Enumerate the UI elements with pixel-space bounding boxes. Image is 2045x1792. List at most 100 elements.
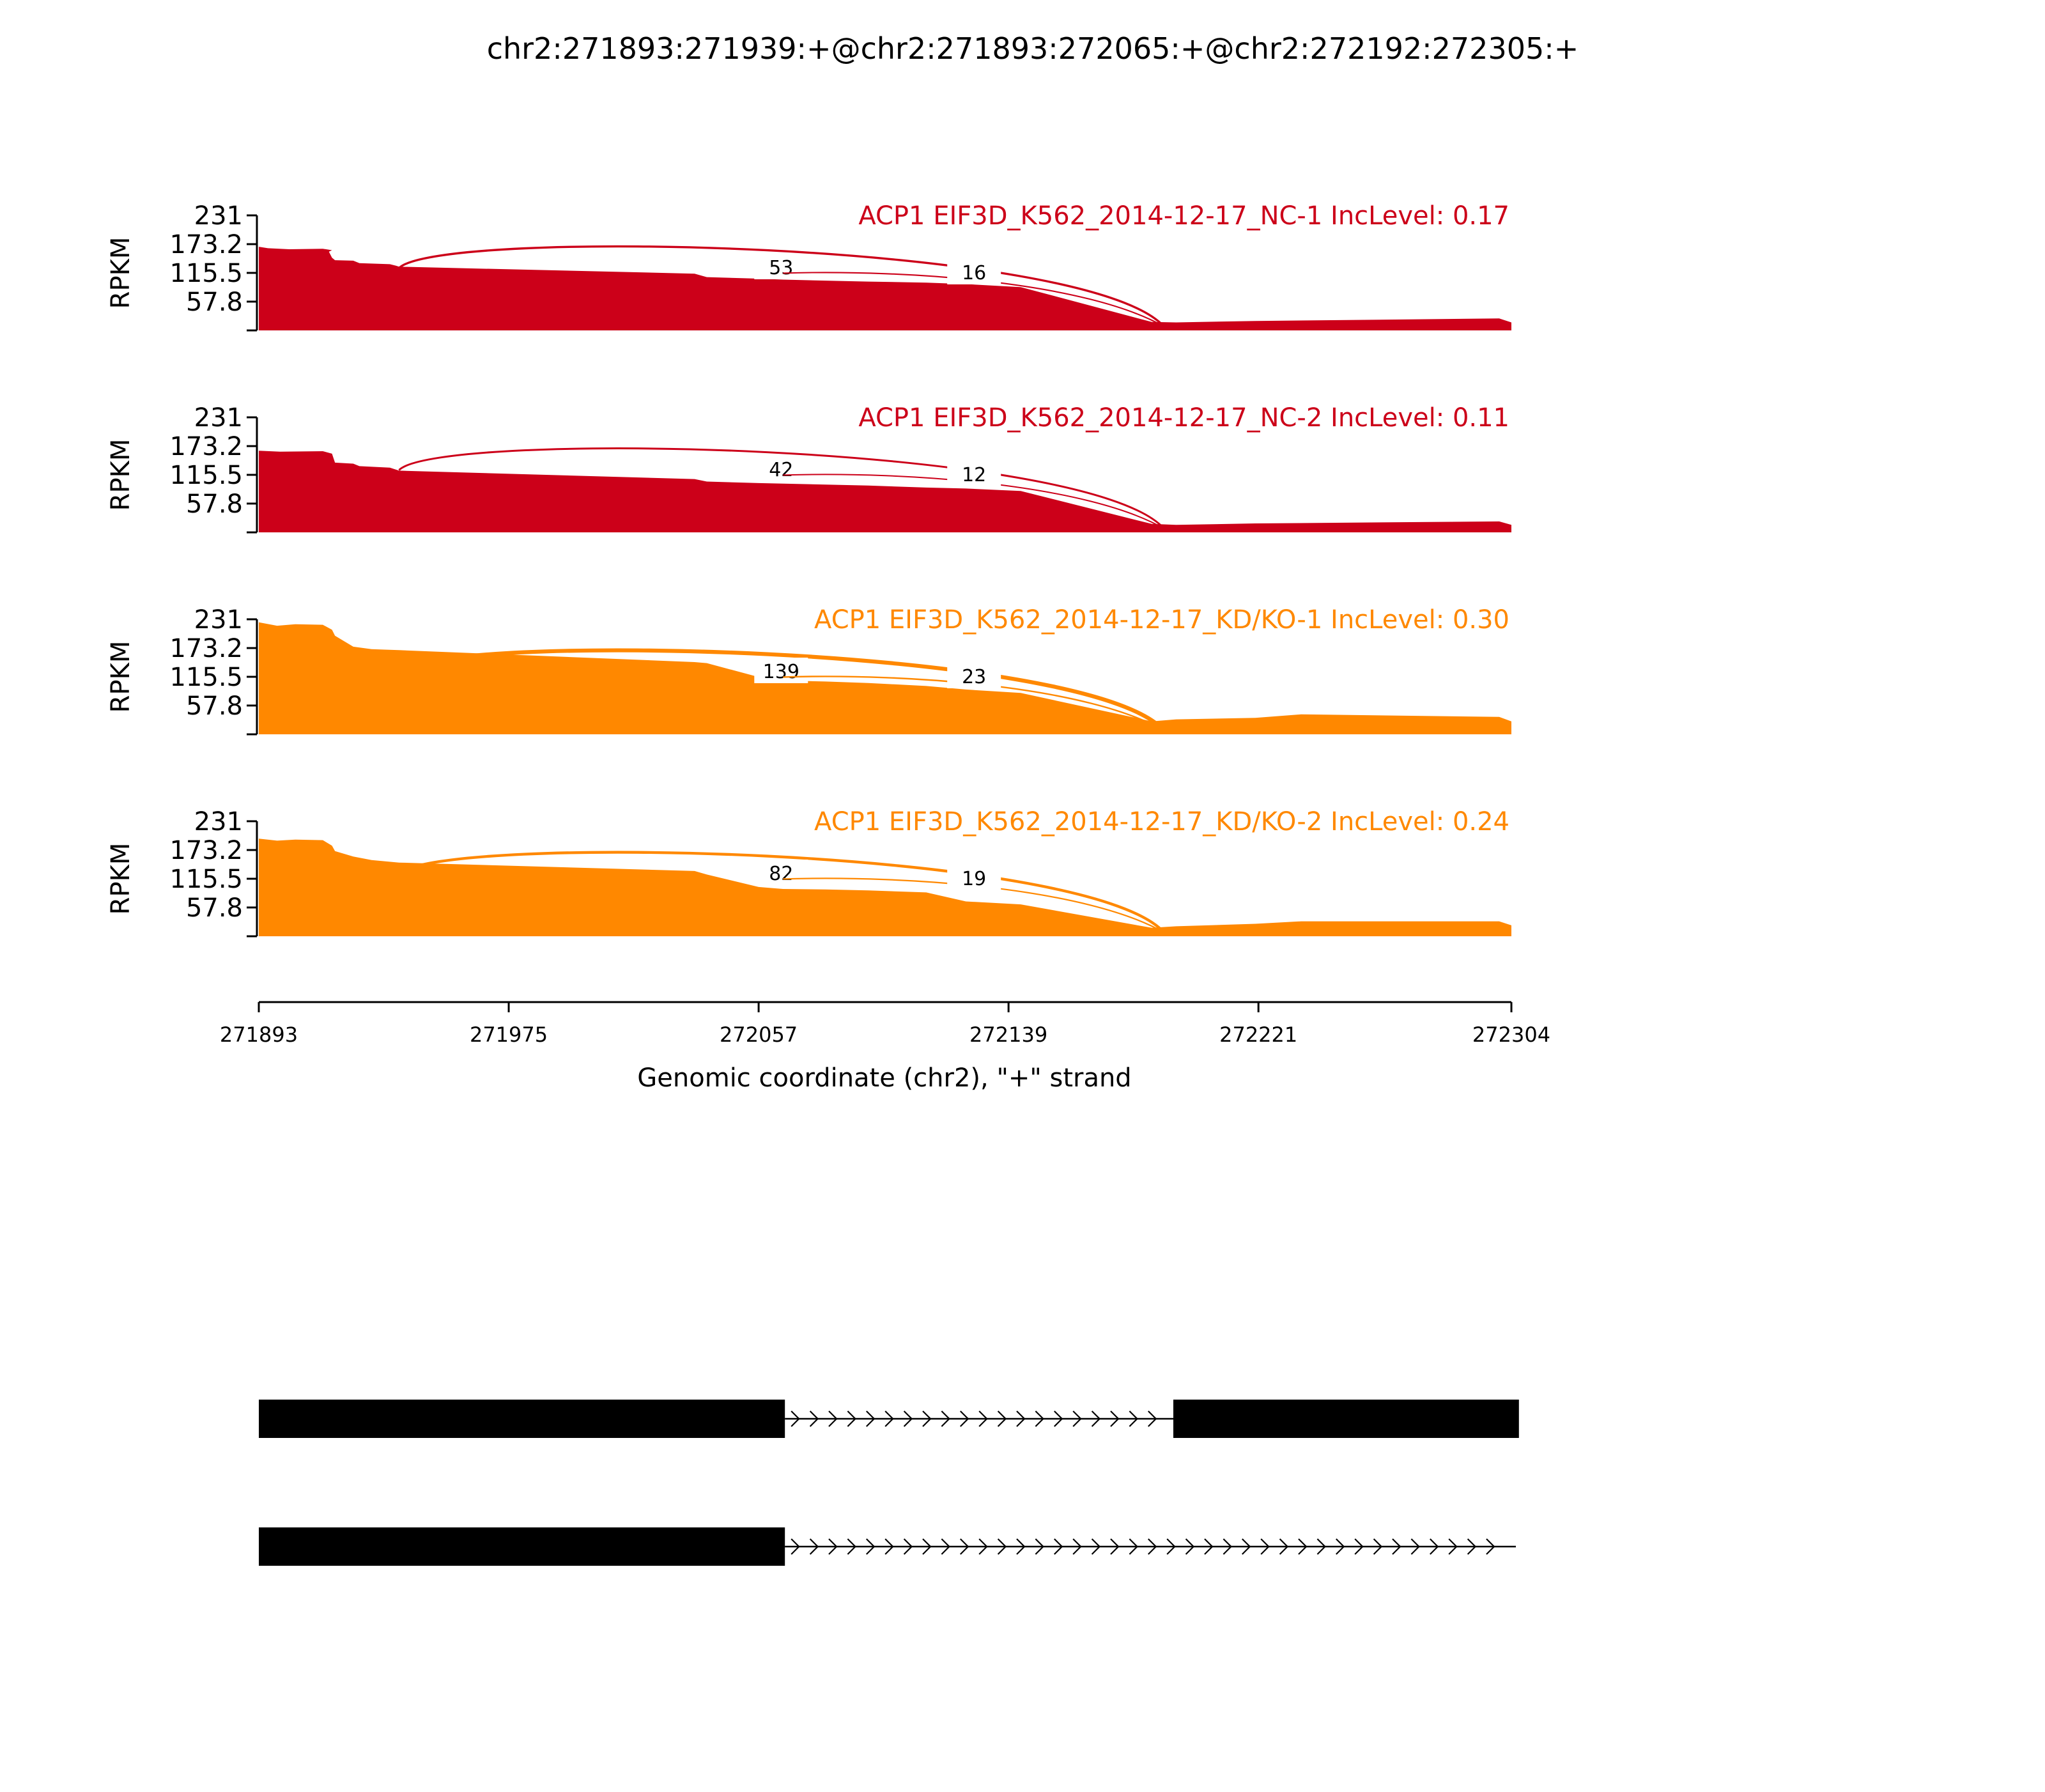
- strand-arrow: [1242, 1538, 1251, 1555]
- strand-arrow: [1054, 1538, 1063, 1555]
- sample-label: ACP1 EIF3D_K562_2014-12-17_NC-2 IncLevel…: [858, 403, 1509, 433]
- junction-count-label: 42: [769, 459, 793, 481]
- strand-arrow: [903, 1410, 913, 1427]
- y-axis-label: RPKM: [106, 843, 135, 915]
- exon-block: [1173, 1400, 1519, 1438]
- y-tick-label: 173.2: [169, 230, 243, 259]
- x-tick-label: 272139: [969, 1023, 1047, 1047]
- strand-arrow: [791, 1410, 800, 1427]
- strand-arrow: [1016, 1410, 1026, 1427]
- coverage-area: [259, 838, 1511, 936]
- strand-arrow: [828, 1538, 838, 1555]
- strand-arrow: [1091, 1410, 1101, 1427]
- strand-arrow: [1072, 1538, 1082, 1555]
- strand-arrow: [1392, 1538, 1401, 1555]
- y-tick-label: 231: [194, 807, 243, 837]
- strand-arrow: [1204, 1538, 1214, 1555]
- strand-arrow: [809, 1538, 819, 1555]
- junction-count-label: 53: [769, 257, 793, 279]
- strand-arrow: [922, 1410, 932, 1427]
- strand-arrow: [1110, 1538, 1120, 1555]
- junction-count-label: 19: [962, 868, 986, 890]
- strand-arrow: [1279, 1538, 1289, 1555]
- figure-title: chr2:271893:271939:+@chr2:271893:272065:…: [487, 31, 1579, 66]
- y-tick-label: 173.2: [169, 836, 243, 865]
- strand-arrow: [960, 1538, 969, 1555]
- strand-arrow: [791, 1538, 800, 1555]
- junction-label-box: [754, 456, 808, 481]
- y-axis-label: RPKM: [106, 439, 135, 511]
- x-axis: 271893 271975 272057 272139 272221 272304 Geno…: [220, 1001, 1550, 1093]
- x-axis-label: Genomic coordinate (chr2), "+" strand: [637, 1063, 1131, 1093]
- strand-arrow: [978, 1538, 988, 1555]
- strand-arrow: [1298, 1538, 1308, 1555]
- strand-arrow: [1430, 1538, 1439, 1555]
- x-tick-label: 272057: [720, 1023, 798, 1047]
- x-tick-label: 271975: [470, 1023, 548, 1047]
- y-axis-label: RPKM: [106, 237, 135, 309]
- sample-label: ACP1 EIF3D_K562_2014-12-17_NC-1 IncLevel…: [858, 201, 1509, 231]
- strand-arrow: [941, 1538, 950, 1555]
- y-tick-label: 231: [194, 403, 243, 433]
- junction-label-box: [947, 461, 1001, 486]
- strand-arrow: [1260, 1538, 1270, 1555]
- junction-label-box: [754, 254, 808, 279]
- gene-model-track: [259, 1400, 1519, 1566]
- junction-label-box: [947, 259, 1001, 284]
- coverage-area: [259, 622, 1511, 734]
- exon-block: [259, 1400, 785, 1438]
- y-tick-label: 115.5: [169, 663, 243, 692]
- x-tick-label: 272221: [1219, 1023, 1297, 1047]
- strand-arrow: [1016, 1538, 1026, 1555]
- strand-arrow: [903, 1538, 913, 1555]
- coverage-area: [259, 451, 1511, 532]
- y-tick-label: 231: [194, 201, 243, 231]
- y-tick-label: 231: [194, 605, 243, 635]
- strand-arrow: [884, 1538, 894, 1555]
- x-tick-label: 271893: [220, 1023, 298, 1047]
- strand-arrow: [809, 1410, 819, 1427]
- strand-arrow: [997, 1410, 1007, 1427]
- junction-arc: [397, 648, 1166, 732]
- strand-arrow: [1316, 1538, 1326, 1555]
- strand-arrow: [922, 1538, 932, 1555]
- strand-arrow: [828, 1410, 838, 1427]
- strand-arrow: [1223, 1538, 1232, 1555]
- junction-count-label: 12: [962, 464, 986, 486]
- junction-count-label: 139: [763, 661, 799, 683]
- strand-arrow: [1148, 1410, 1157, 1427]
- junction-arc: [398, 447, 1165, 530]
- gene-model: [259, 1527, 1516, 1566]
- junction-count-label: 82: [769, 863, 793, 885]
- strand-arrow: [1410, 1538, 1420, 1555]
- strand-arrow: [1185, 1538, 1195, 1555]
- strand-arrow: [1072, 1410, 1082, 1427]
- y-tick-label: 57.8: [186, 288, 243, 317]
- strand-arrow: [997, 1538, 1007, 1555]
- strand-arrow: [866, 1410, 876, 1427]
- strand-arrow: [1110, 1410, 1120, 1427]
- junction-label-box: [947, 663, 1001, 688]
- junction-arc: [397, 851, 1165, 934]
- y-tick-label: 57.8: [186, 691, 243, 721]
- y-tick-label: 173.2: [169, 634, 243, 663]
- junction-count-label: 23: [962, 666, 986, 688]
- strand-arrow: [1354, 1538, 1364, 1555]
- strand-arrow: [1373, 1538, 1383, 1555]
- strand-arrow: [1035, 1538, 1044, 1555]
- strand-arrow: [1035, 1410, 1044, 1427]
- x-tick-label: 272304: [1472, 1023, 1550, 1047]
- strand-arrow: [1054, 1410, 1063, 1427]
- exon-block: [259, 1527, 785, 1566]
- strand-arrow: [1448, 1538, 1458, 1555]
- y-tick-label: 115.5: [169, 461, 243, 490]
- strand-arrow: [866, 1538, 876, 1555]
- sample-label: ACP1 EIF3D_K562_2014-12-17_KD/KO-1 IncLe…: [814, 605, 1509, 635]
- y-axis-label: RPKM: [106, 641, 135, 713]
